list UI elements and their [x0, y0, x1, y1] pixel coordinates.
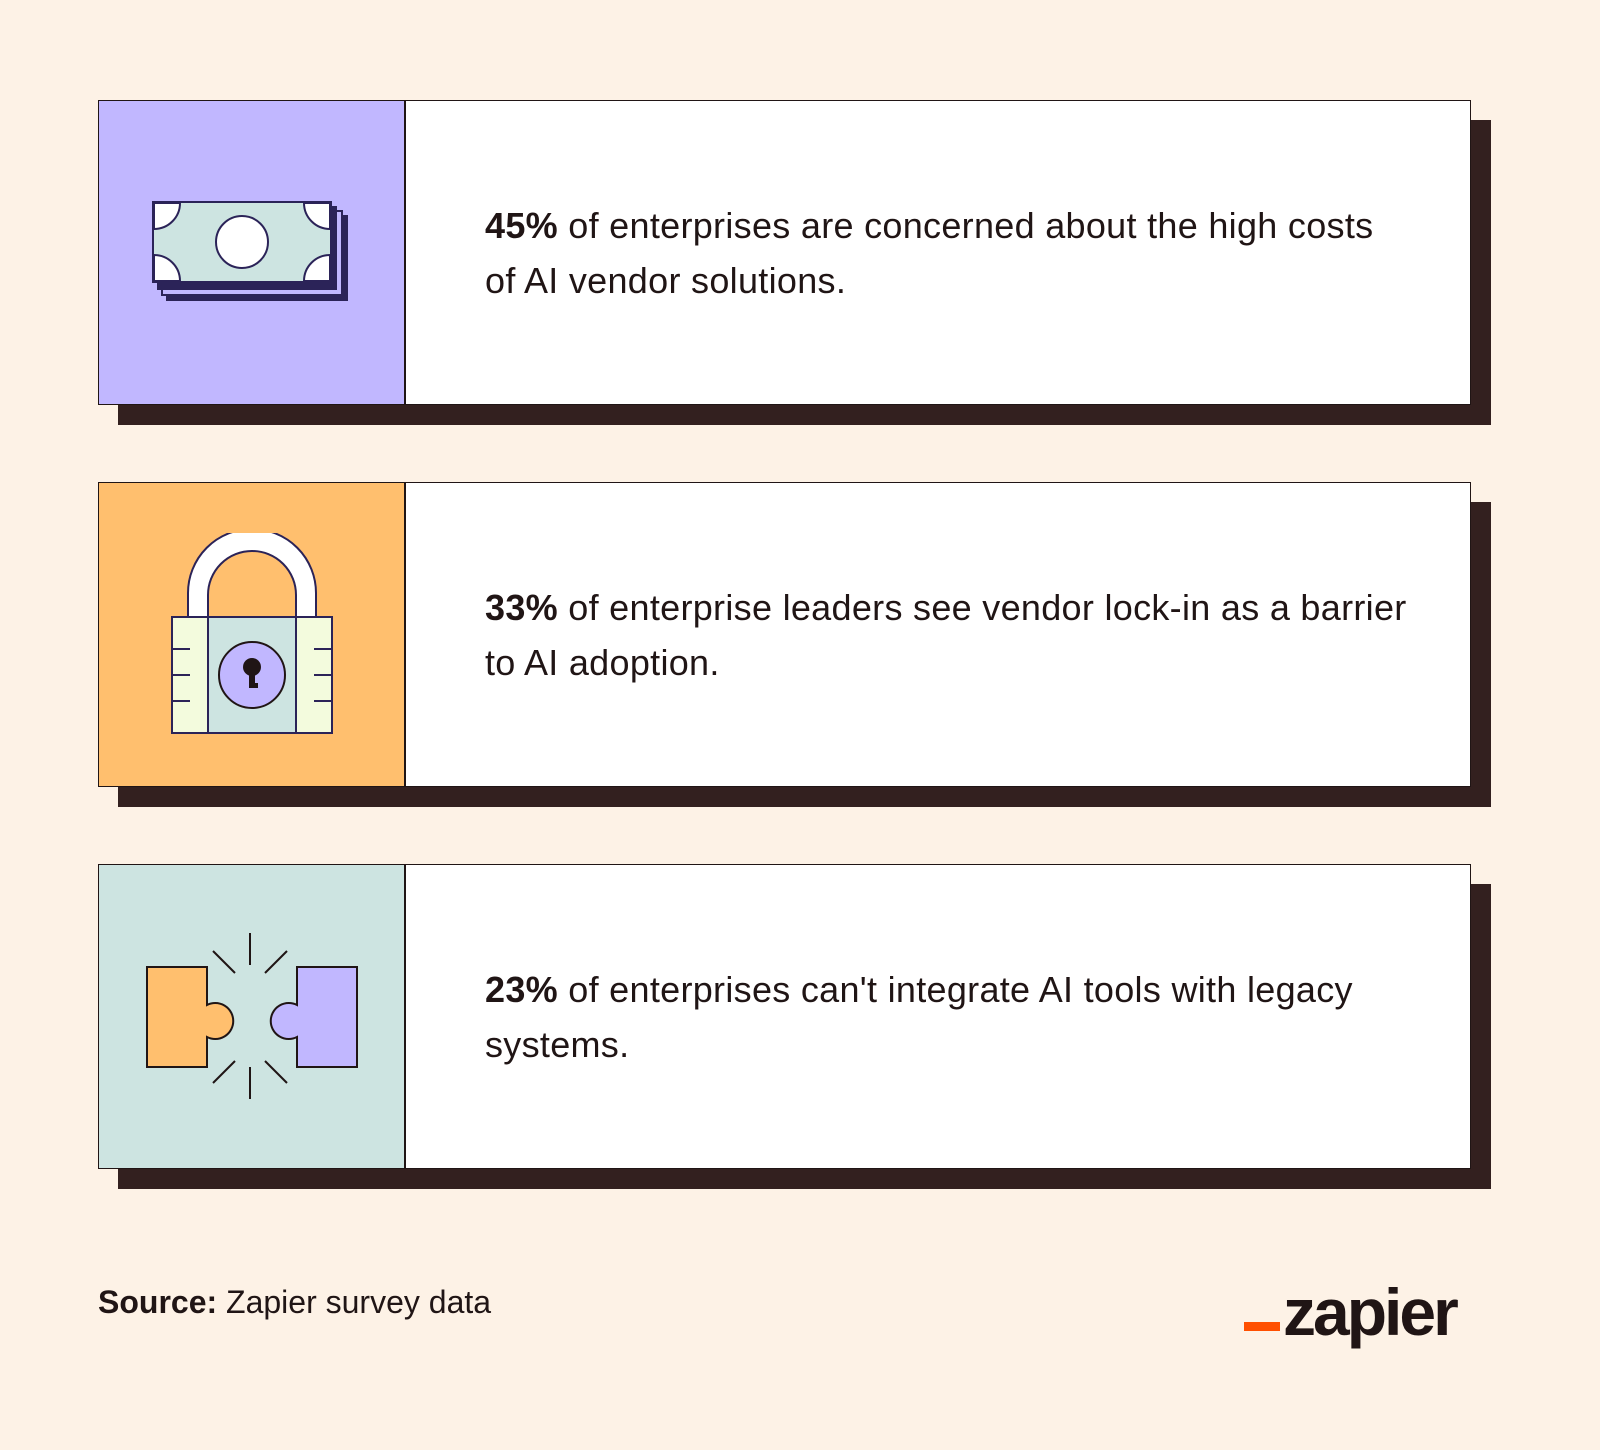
stat-description: of enterprises can't integrate AI tools …: [485, 968, 1353, 1065]
stat-description: of enterprises are concerned about the h…: [485, 204, 1374, 301]
icon-panel: [99, 101, 406, 404]
stat-card-costs: 45% of enterprises are concerned about t…: [98, 100, 1491, 425]
money-stack-icon: [151, 200, 348, 301]
stat-text-panel: 45% of enterprises are concerned about t…: [406, 101, 1470, 404]
stat-text: 45% of enterprises are concerned about t…: [485, 198, 1410, 308]
stat-text-panel: 23% of enterprises can't integrate AI to…: [406, 865, 1470, 1168]
card-body: 45% of enterprises are concerned about t…: [98, 100, 1471, 405]
stat-description: of enterprise leaders see vendor lock-in…: [485, 586, 1407, 683]
source-label: Source:: [98, 1284, 218, 1320]
logo-underscore-bar: [1244, 1322, 1280, 1331]
stat-percent: 45%: [485, 204, 558, 246]
stat-text: 23% of enterprises can't integrate AI to…: [485, 962, 1410, 1072]
source-value: Zapier survey data: [217, 1284, 492, 1320]
stat-card-lock-in: 33% of enterprise leaders see vendor loc…: [98, 482, 1491, 807]
stat-text: 33% of enterprise leaders see vendor loc…: [485, 580, 1410, 690]
stat-percent: 33%: [485, 586, 558, 628]
stat-card-integration: 23% of enterprises can't integrate AI to…: [98, 864, 1491, 1189]
stat-percent: 23%: [485, 968, 558, 1010]
card-body: 33% of enterprise leaders see vendor loc…: [98, 482, 1471, 787]
zapier-logo: zapier: [1244, 1265, 1459, 1349]
padlock-icon: [170, 532, 333, 734]
logo-wordmark: zapier: [1283, 1275, 1459, 1349]
icon-panel: [99, 483, 406, 786]
stat-text-panel: 33% of enterprise leaders see vendor loc…: [406, 483, 1470, 786]
card-body: 23% of enterprises can't integrate AI to…: [98, 864, 1471, 1169]
icon-panel: [99, 865, 406, 1168]
source-caption: Source: Zapier survey data: [98, 1284, 491, 1321]
puzzle-pieces-icon: [145, 932, 358, 1099]
